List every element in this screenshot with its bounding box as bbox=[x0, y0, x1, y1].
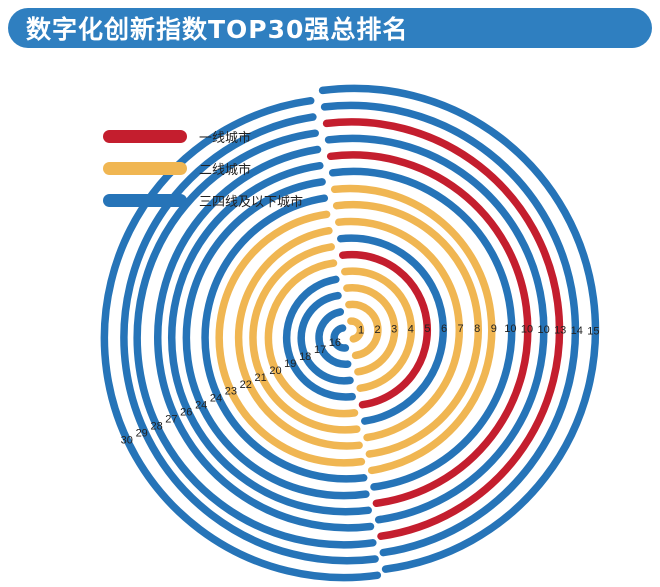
rank-label: 29 bbox=[136, 427, 148, 439]
ring-rank-16 bbox=[330, 324, 350, 352]
ring-rank-5 bbox=[339, 250, 432, 409]
page-title: 数字化创新指数TOP30强总排名 bbox=[26, 15, 409, 44]
rank-label: 5 bbox=[424, 323, 430, 335]
ring-rank-24 bbox=[182, 178, 370, 500]
legend-item-tier3: 三四线及以下城市 bbox=[103, 184, 303, 216]
legend-label-tier2: 二线城市 bbox=[199, 162, 252, 178]
ring-rank-13 bbox=[322, 118, 564, 540]
ring-rank-30 bbox=[100, 96, 382, 582]
rank-label: 3 bbox=[391, 324, 397, 336]
rank-label: 2 bbox=[375, 324, 381, 336]
rank-label: 16 bbox=[329, 337, 341, 349]
ring-rank-15 bbox=[318, 84, 600, 573]
rank-label: 9 bbox=[491, 323, 497, 335]
ring-rank-10 bbox=[326, 151, 532, 508]
ring-rank-8 bbox=[332, 200, 482, 458]
rank-label: 24 bbox=[195, 400, 207, 412]
rank-label: 8 bbox=[474, 323, 480, 335]
legend-label-tier1: 一线城市 bbox=[199, 130, 252, 146]
legend: 一线城市 二线城市 三四线及以下城市 bbox=[103, 120, 303, 216]
rank-label: 26 bbox=[180, 407, 192, 419]
rank-label: 15 bbox=[587, 325, 599, 337]
legend-swatch-tier2 bbox=[103, 161, 187, 175]
rank-label: 4 bbox=[408, 323, 414, 335]
rank-label: 24 bbox=[210, 393, 222, 405]
rank-label: 17 bbox=[314, 344, 326, 356]
rank-label: 7 bbox=[458, 323, 464, 335]
ring-rank-26 bbox=[168, 161, 372, 516]
ring-rank-10 bbox=[324, 134, 548, 524]
ring-rank-17 bbox=[315, 308, 352, 368]
legend-swatch-tier1 bbox=[103, 129, 187, 143]
rank-label: 19 bbox=[284, 358, 296, 370]
rank-label: 1 bbox=[358, 325, 364, 337]
rank-label: 10 bbox=[537, 324, 549, 336]
ring-rank-14 bbox=[320, 101, 580, 557]
rank-label: 10 bbox=[504, 323, 516, 335]
rank-label: 10 bbox=[521, 324, 533, 336]
title-bar: 数字化创新指数TOP30强总排名 bbox=[8, 8, 652, 48]
ring-rank-3 bbox=[343, 283, 399, 376]
ring-rank-18 bbox=[297, 291, 354, 385]
ring-rank-9 bbox=[330, 184, 496, 475]
rank-label: 14 bbox=[571, 325, 583, 337]
ring-rank-6 bbox=[337, 234, 447, 425]
rank-label: 13 bbox=[554, 324, 566, 336]
legend-item-tier2: 二线城市 bbox=[103, 152, 303, 184]
ring-rank-4 bbox=[341, 267, 416, 392]
ring-rank-22 bbox=[234, 226, 363, 450]
rank-label: 28 bbox=[150, 420, 162, 432]
legend-item-tier1: 一线城市 bbox=[103, 120, 303, 152]
ring-rank-27 bbox=[154, 145, 375, 532]
right-ring-group: 1 2 3 4 5 6 7 8 9 10 10 10 13 14 15 bbox=[318, 84, 600, 573]
rank-label: 18 bbox=[299, 351, 311, 363]
rank-label: 23 bbox=[225, 386, 237, 398]
rank-label: 22 bbox=[240, 379, 252, 391]
ring-rank-21 bbox=[249, 243, 361, 434]
ring-rank-23 bbox=[215, 210, 366, 467]
ring-rank-7 bbox=[335, 217, 464, 442]
ring-rank-2 bbox=[345, 300, 382, 360]
ring-rank-20 bbox=[264, 259, 359, 418]
ring-rank-29 bbox=[120, 113, 379, 565]
ring-rank-10 bbox=[328, 167, 516, 491]
rank-label: 30 bbox=[121, 434, 133, 446]
ring-rank-1 bbox=[347, 317, 365, 343]
rank-label: 21 bbox=[254, 372, 266, 384]
legend-swatch-tier3 bbox=[103, 193, 187, 207]
rank-label: 6 bbox=[441, 323, 447, 335]
legend-label-tier3: 三四线及以下城市 bbox=[199, 194, 304, 210]
ring-rank-28 bbox=[133, 129, 377, 549]
rank-label: 27 bbox=[165, 414, 177, 426]
rank-label: 20 bbox=[269, 365, 281, 377]
ring-rank-19 bbox=[282, 275, 356, 401]
ring-rank-24 bbox=[201, 194, 368, 483]
